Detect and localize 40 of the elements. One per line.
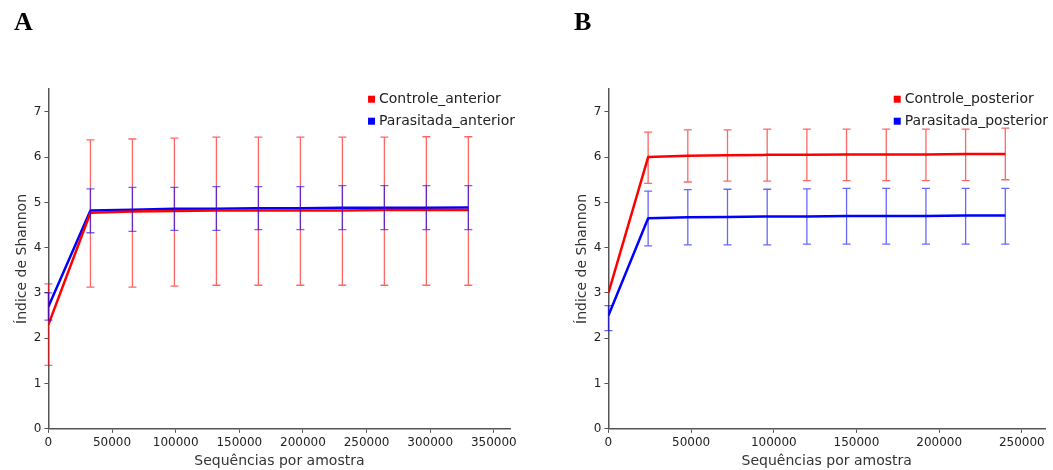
y-tick-label: 2 [33,330,42,345]
legend-label: Parasitada_anterior [379,111,516,128]
legend-label: Parasitada_posterior [904,111,1049,128]
y-tick-label: 0 [33,420,42,435]
x-tick-label: 200000 [280,435,326,450]
y-tick-label: 6 [593,149,602,164]
x-tick-label: 50000 [672,435,711,450]
y-tick-label: 1 [33,375,42,390]
y-tick-label: 4 [33,239,42,254]
y-tick-label: 7 [593,103,602,118]
y-tick-label: 5 [593,194,602,209]
y-tick-label: 1 [593,375,602,390]
x-tick-label: 100000 [152,435,199,450]
x-tick-label: 100000 [750,435,797,450]
y-tick-label: 3 [593,285,602,300]
x-tick-label: 200000 [916,435,963,450]
x-axis-title: Sequências por amostra [741,452,912,469]
chart-title: B [574,7,592,37]
x-tick-label: 150000 [833,435,880,450]
y-tick-label: 6 [33,149,42,164]
y-axis-title: Índice de Shannon [13,193,30,325]
x-tick-label: 0 [44,435,53,450]
y-tick-label: 7 [33,103,42,118]
y-tick-label: 0 [593,420,602,435]
y-tick-label: 2 [593,330,602,345]
x-axis-title: Sequências por amostra [194,452,365,469]
x-tick-label: 0 [604,435,613,450]
y-tick-label: 5 [33,194,42,209]
x-tick-label: 350000 [470,435,517,450]
x-tick-label: 300000 [407,435,454,450]
x-tick-label: 50000 [92,435,132,450]
y-tick-label: 3 [33,285,42,300]
x-tick-label: 150000 [216,435,263,450]
y-tick-label: 4 [593,239,602,254]
legend-label: Controle_anterior [379,89,502,106]
y-axis-title: Índice de Shannon [573,193,590,325]
legend-label: Controle_posterior [904,89,1035,106]
chart-title: A [14,7,33,37]
x-tick-label: 250000 [998,435,1045,450]
x-tick-label: 250000 [343,435,390,450]
